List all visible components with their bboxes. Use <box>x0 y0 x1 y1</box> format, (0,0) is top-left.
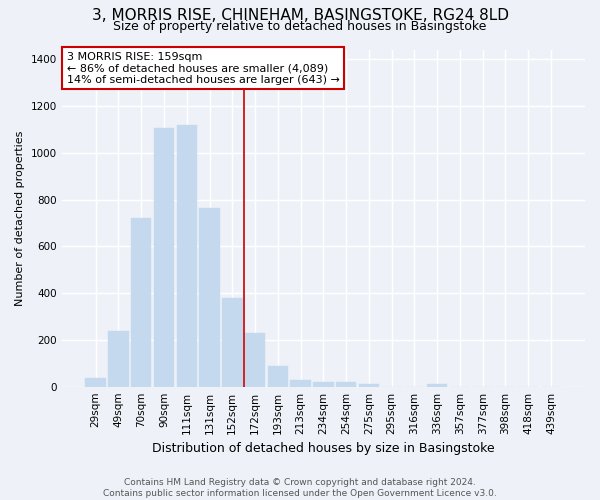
Y-axis label: Number of detached properties: Number of detached properties <box>15 130 25 306</box>
Bar <box>108 330 129 386</box>
Bar <box>176 125 197 386</box>
Bar <box>222 298 242 386</box>
Text: 3, MORRIS RISE, CHINEHAM, BASINGSTOKE, RG24 8LD: 3, MORRIS RISE, CHINEHAM, BASINGSTOKE, R… <box>91 8 509 22</box>
Bar <box>245 333 265 386</box>
Text: Size of property relative to detached houses in Basingstoke: Size of property relative to detached ho… <box>113 20 487 33</box>
Bar <box>85 378 106 386</box>
Bar <box>359 384 379 386</box>
Bar <box>427 384 448 386</box>
Bar <box>131 218 151 386</box>
Bar <box>154 128 174 386</box>
X-axis label: Distribution of detached houses by size in Basingstoke: Distribution of detached houses by size … <box>152 442 494 455</box>
Bar <box>313 382 334 386</box>
Text: Contains HM Land Registry data © Crown copyright and database right 2024.
Contai: Contains HM Land Registry data © Crown c… <box>103 478 497 498</box>
Bar <box>336 382 356 386</box>
Bar <box>268 366 288 386</box>
Bar <box>290 380 311 386</box>
Text: 3 MORRIS RISE: 159sqm
← 86% of detached houses are smaller (4,089)
14% of semi-d: 3 MORRIS RISE: 159sqm ← 86% of detached … <box>67 52 340 85</box>
Bar <box>199 208 220 386</box>
